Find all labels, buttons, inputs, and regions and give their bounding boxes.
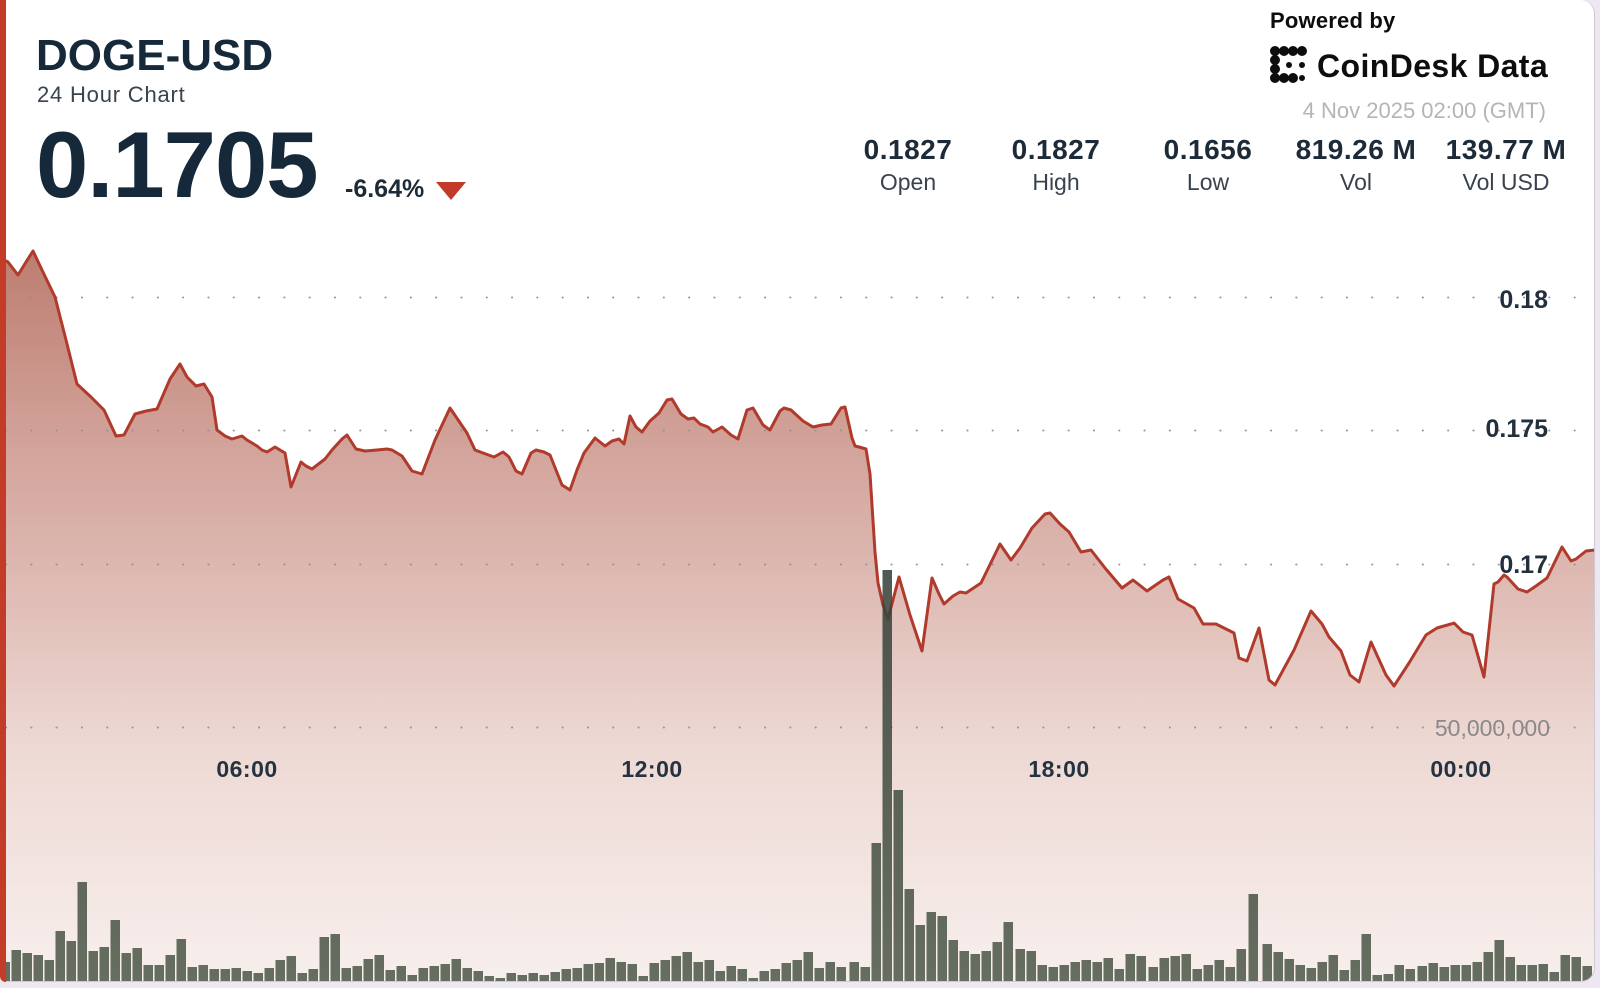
svg-text:12:00: 12:00 [621, 756, 682, 782]
svg-text:0.18: 0.18 [1499, 286, 1548, 314]
svg-text:18:00: 18:00 [1028, 756, 1089, 782]
svg-text:00:00: 00:00 [1430, 756, 1491, 782]
svg-text:06:00: 06:00 [216, 756, 277, 782]
svg-text:0.175: 0.175 [1485, 415, 1548, 443]
svg-text:0.17: 0.17 [1499, 551, 1548, 579]
svg-text:50,000,000: 50,000,000 [1435, 715, 1550, 741]
